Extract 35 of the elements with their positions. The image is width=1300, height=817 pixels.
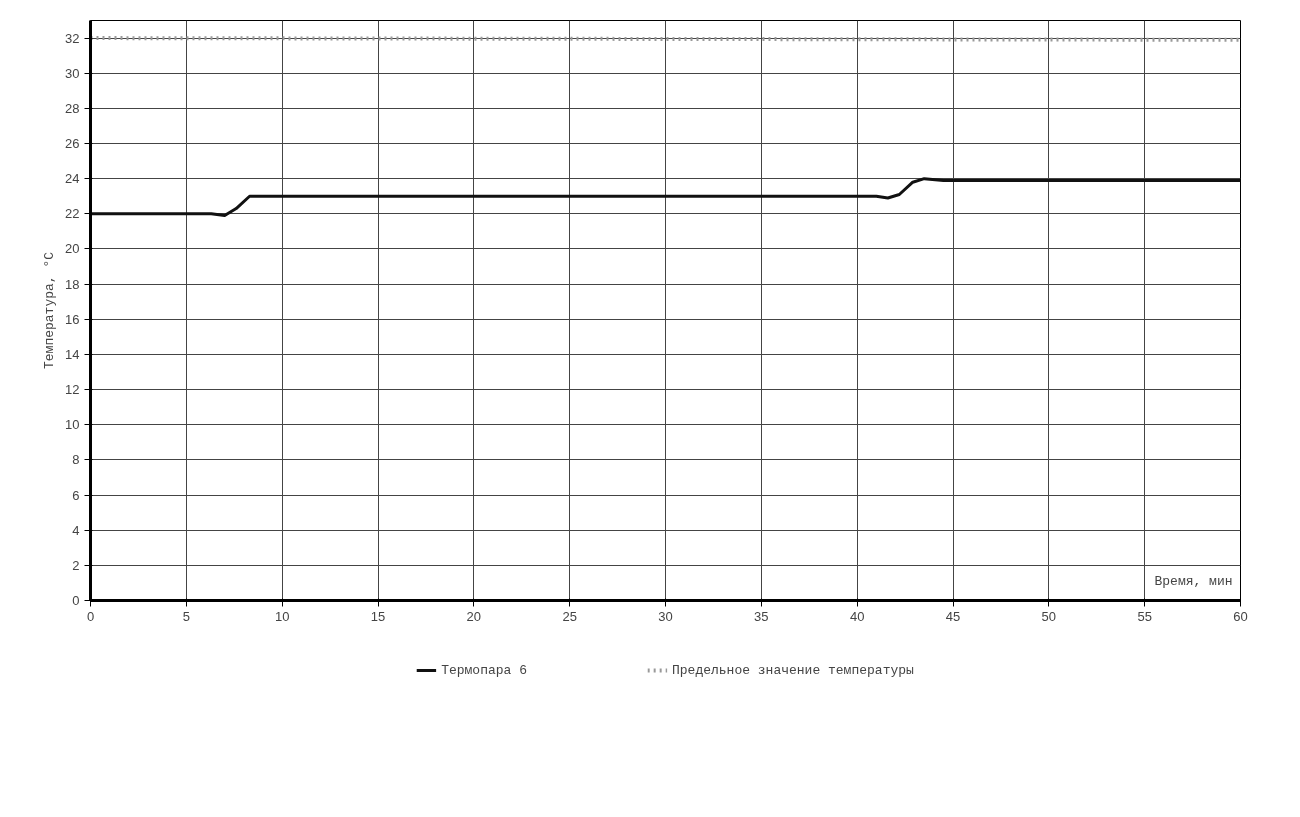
y-tick-label: 32 <box>65 30 80 46</box>
y-axis-title: Температура, °C <box>42 251 58 370</box>
y-tick-label: 20 <box>65 241 80 257</box>
y-tick-label: 18 <box>65 276 80 292</box>
x-tick-label: 0 <box>86 608 95 624</box>
y-tick-label: 0 <box>72 593 80 608</box>
y-tick-label: 24 <box>65 171 80 187</box>
y-tick-label: 4 <box>72 522 80 538</box>
y-tick-label: 22 <box>65 206 80 222</box>
x-tick-label: 55 <box>1137 608 1152 624</box>
x-tick-label: 50 <box>1041 608 1057 624</box>
x-tick-label: 30 <box>658 608 673 624</box>
x-tick-label: 25 <box>562 608 577 624</box>
y-tick-label: 28 <box>65 100 80 116</box>
y-tick-label: 12 <box>65 382 80 398</box>
y-tick-label: 10 <box>65 417 80 433</box>
y-tick-label: 6 <box>72 487 80 503</box>
y-tick-label: 14 <box>65 346 80 362</box>
y-tick-label: 2 <box>72 557 80 573</box>
x-tick-label: 15 <box>370 608 386 624</box>
x-tick-label: 60 <box>1233 608 1248 624</box>
x-tick-label: 40 <box>849 608 865 624</box>
x-tick-label: 35 <box>754 608 769 624</box>
y-tick-label: 30 <box>65 65 80 81</box>
y-tick-label: 8 <box>72 452 80 468</box>
line-series <box>90 177 1241 218</box>
legend-label: Предельное значение температуры <box>671 662 914 678</box>
y-tick-label: 26 <box>65 136 80 152</box>
legend-label: Термопара 6 <box>441 662 527 678</box>
y-tick-label: 16 <box>65 311 80 327</box>
x-tick-label: 5 <box>182 608 190 624</box>
x-axis-title: Время, мин <box>1154 573 1233 589</box>
x-tick-label: 20 <box>466 608 482 624</box>
x-tick-label: 10 <box>274 608 290 624</box>
x-tick-label: 45 <box>945 608 961 624</box>
